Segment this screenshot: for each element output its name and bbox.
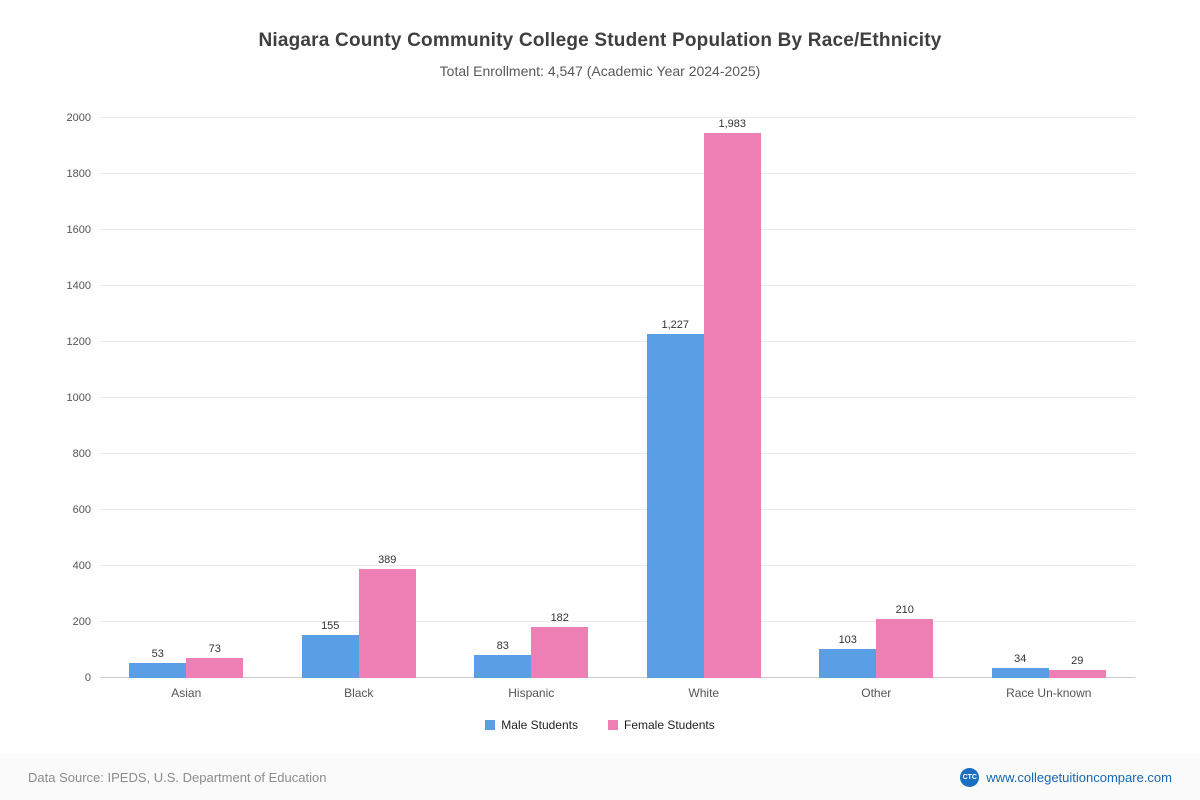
chart-subtitle: Total Enrollment: 4,547 (Academic Year 2…: [439, 63, 761, 79]
x-axis-label: Race Un-known: [1006, 686, 1092, 700]
bar-value-label: 210: [895, 604, 914, 617]
bar-female: [703, 133, 761, 678]
bar-female: [1048, 669, 1106, 678]
website-link[interactable]: www.collegetuitioncompare.com: [986, 769, 1172, 785]
gridline: [100, 173, 1135, 174]
y-axis-tick-label: 1600: [66, 224, 91, 236]
gridline: [100, 677, 1135, 678]
bar-column: 53: [129, 118, 187, 678]
bar-value-label: 83: [496, 639, 509, 652]
gridline: [100, 229, 1135, 230]
chart-legend: Male Students Female Students: [0, 718, 1200, 732]
x-axis-label: Black: [344, 686, 374, 700]
x-axis-label: Other: [861, 686, 892, 700]
y-axis-tick-label: 0: [84, 672, 91, 684]
bar-column: 29: [1048, 118, 1106, 678]
bar-groups: 53 73 155 389 83 182 1,227 1,983 103 210 34 29: [100, 118, 1135, 678]
x-axis-labels: Asian Black Hispanic White Other Race Un-know…: [100, 686, 1135, 700]
gridline: [100, 285, 1135, 286]
bar-column: 389: [358, 118, 416, 678]
gridline: [100, 621, 1135, 622]
bar-group: 1,227 1,983: [618, 118, 791, 678]
bar-value-label: 53: [151, 648, 164, 661]
bar-group: 103 210: [790, 118, 963, 678]
bar-value-label: 182: [550, 612, 569, 625]
bar-value-label: 29: [1071, 654, 1084, 667]
bar-group: 53 73: [100, 118, 273, 678]
bar-male: [129, 663, 187, 678]
bar-column: 182: [531, 118, 589, 678]
x-axis-label: Hispanic: [508, 686, 555, 700]
footer: Data Source: IPEDS, U.S. Department of E…: [0, 754, 1200, 800]
legend-swatch: [485, 720, 496, 730]
y-axis-tick-label: 800: [72, 448, 91, 460]
legend-label: Male Students: [501, 718, 578, 732]
x-axis-label: Asian: [171, 686, 202, 700]
y-axis-tick-label: 200: [72, 616, 91, 628]
bar-male: [474, 654, 532, 678]
gridline: [100, 117, 1135, 118]
bar-column: 210: [876, 118, 934, 678]
bar-value-label: 1,227: [661, 319, 690, 332]
bar-column: 155: [301, 118, 359, 678]
bar-male: [646, 334, 704, 678]
bar-male: [819, 649, 877, 678]
bar-column: 34: [991, 118, 1049, 678]
data-source-text: Data Source: IPEDS, U.S. Department of E…: [28, 769, 327, 785]
bar-female: [531, 627, 589, 678]
bar-male: [301, 634, 359, 678]
bar-value-label: 1,983: [718, 118, 747, 130]
bar-value-label: 34: [1014, 653, 1027, 666]
y-axis-tick-label: 1800: [66, 168, 91, 180]
bar-female: [358, 569, 416, 678]
bar-value-label: 73: [208, 642, 221, 655]
legend-label: Female Students: [624, 718, 715, 732]
y-axis-tick-label: 1200: [66, 336, 91, 348]
bar-column: 73: [186, 118, 244, 678]
y-axis-tick-label: 2000: [66, 112, 91, 124]
y-axis-tick-label: 400: [72, 560, 91, 572]
bar-value-label: 389: [378, 554, 397, 567]
y-axis-tick-label: 1400: [66, 280, 91, 292]
y-axis-tick-label: 600: [72, 504, 91, 516]
bar-female: [876, 619, 934, 678]
bar-group: 83 182: [445, 118, 618, 678]
bar-value-label: 155: [321, 619, 340, 632]
bar-group: 155 389: [273, 118, 446, 678]
gridline: [100, 509, 1135, 510]
gridline: [100, 453, 1135, 454]
bar-male: [991, 668, 1049, 678]
bar-value-label: 103: [838, 634, 857, 647]
legend-swatch: [608, 720, 618, 730]
gridline: [100, 565, 1135, 566]
legend-item: Female Students: [608, 718, 715, 732]
bar-column: 1,983: [703, 118, 761, 678]
gridline: [100, 341, 1135, 342]
plot-area: 53 73 155 389 83 182 1,227 1,983 103 210 34 29 0 200…: [67, 112, 1135, 684]
footer-branding: CTC www.collegetuitioncompare.com: [960, 767, 1172, 787]
bar-female: [186, 657, 244, 678]
bar-group: 34 29: [963, 118, 1136, 678]
x-axis-label: White: [688, 686, 720, 700]
ctc-logo-icon: CTC: [960, 767, 980, 787]
y-axis-tick-label: 1000: [66, 392, 91, 404]
chart-title: Niagara County Community College Student…: [258, 30, 942, 51]
bar-column: 83: [474, 118, 532, 678]
gridline: [100, 397, 1135, 398]
bar-column: 103: [819, 118, 877, 678]
bar-column: 1,227: [646, 118, 704, 678]
legend-item: Male Students: [485, 718, 578, 732]
